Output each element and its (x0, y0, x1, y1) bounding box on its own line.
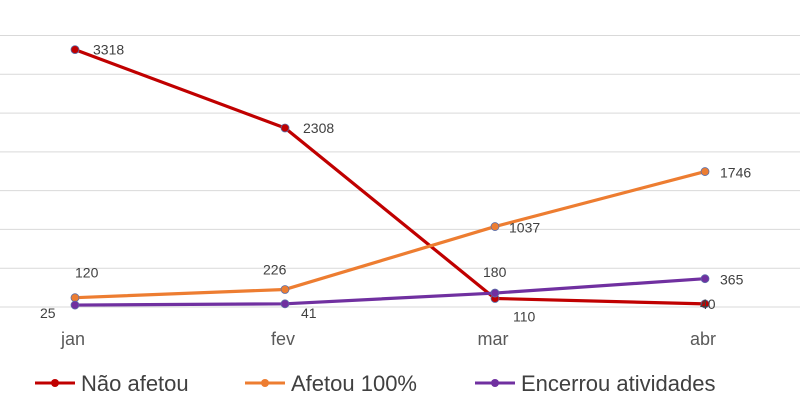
series-line (74, 48, 706, 306)
data-labels: 3318 2308 110 40 120 226 1037 1746 25 41 180 365 (40, 42, 751, 325)
data-point (490, 222, 500, 231)
data-label: 110 (513, 308, 536, 324)
x-tick-label: mar (478, 329, 509, 349)
x-tick-label: jan (60, 329, 85, 349)
data-point (70, 45, 80, 55)
data-point (70, 300, 80, 310)
x-axis: jan fev mar abr (60, 329, 716, 349)
gridlines (0, 35, 800, 308)
data-point (280, 285, 290, 294)
data-label: 1746 (720, 165, 751, 181)
data-label: 226 (263, 261, 287, 277)
x-tick-label: fev (271, 329, 295, 349)
data-label: 41 (301, 305, 317, 321)
data-point (490, 288, 500, 298)
series-group (70, 274, 710, 310)
data-point (700, 299, 710, 309)
legend-swatch-marker (491, 379, 499, 387)
legend-item: Encerrou atividades (475, 371, 715, 396)
series-line (74, 277, 706, 307)
legend-label: Não afetou (81, 371, 189, 396)
data-label: 120 (75, 265, 99, 281)
legend-swatch-marker (51, 379, 59, 387)
data-label: 365 (720, 272, 744, 288)
data-point (700, 167, 710, 176)
data-point (70, 293, 80, 303)
series-group (70, 167, 710, 303)
x-tick-label: abr (690, 329, 716, 349)
data-label: 180 (483, 264, 507, 280)
legend-label: Afetou 100% (291, 371, 417, 396)
series-lines (70, 45, 710, 310)
data-label: 25 (40, 305, 56, 321)
series-line (74, 170, 706, 300)
legend-item: Não afetou (35, 371, 189, 396)
data-label: 1037 (509, 220, 540, 236)
legend-item: Afetou 100% (245, 371, 417, 396)
legend: Não afetou Afetou 100% Encerrou atividades (35, 371, 715, 396)
legend-label: Encerrou atividades (521, 371, 715, 396)
data-label: 3318 (93, 42, 124, 58)
series-group (70, 45, 710, 309)
data-point (700, 274, 710, 284)
data-label: 40 (700, 296, 716, 312)
data-label: 2308 (303, 120, 334, 136)
data-point (280, 299, 290, 309)
data-point (280, 123, 290, 133)
legend-swatch-marker (261, 379, 269, 387)
